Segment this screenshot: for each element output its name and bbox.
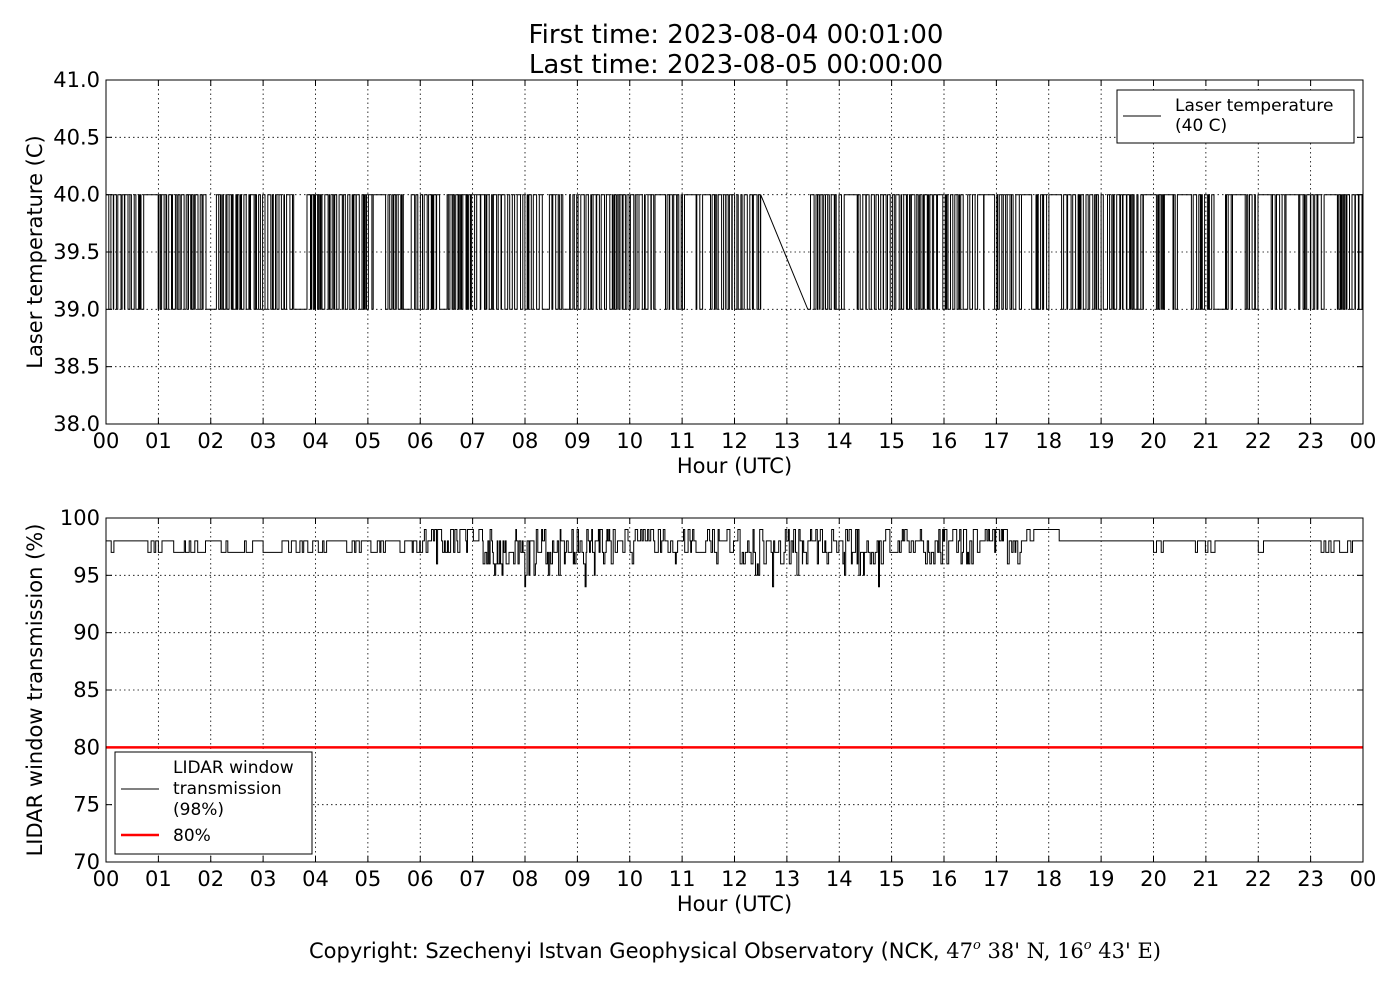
laser-xtick-label: 06 xyxy=(407,429,434,453)
latitude-degrees: 47 xyxy=(946,939,973,963)
lidar-xtick-label: 15 xyxy=(878,867,905,891)
laser-xtick-label: 15 xyxy=(878,429,905,453)
laser-ytick-label: 40.0 xyxy=(53,183,100,207)
laser-xtick-label: 09 xyxy=(564,429,591,453)
laser-ytick-label: 41.0 xyxy=(53,68,100,92)
lidar-ytick-label: 100 xyxy=(60,506,100,530)
copyright-prefix: Copyright: Szechenyi Istvan Geophysical … xyxy=(309,939,946,963)
lidar-transmission-panel: 00 01 02 03 04 05 06 07 08 09 10 11 12 13 14 15 16 17 18 19… xyxy=(23,506,1376,916)
laser-xtick-label: 22 xyxy=(1245,429,1272,453)
lidar-ytick-label: 75 xyxy=(73,793,100,817)
laser-xtick-label: 13 xyxy=(774,429,801,453)
lidar-xlabel: Hour (UTC) xyxy=(677,892,792,916)
latitude-minutes: 38' N, xyxy=(981,939,1057,963)
longitude-minutes: 43' E) xyxy=(1092,939,1161,963)
lidar-xtick-label: 04 xyxy=(302,867,329,891)
laser-legend-label: Laser temperature xyxy=(1175,96,1333,116)
laser-xtick-label: 00 xyxy=(1350,429,1377,453)
lidar-ytick-label: 80 xyxy=(73,735,100,759)
lidar-xtick-label: 19 xyxy=(1088,867,1115,891)
lidar-ylabel: LIDAR window transmission (%) xyxy=(23,524,47,857)
lidar-legend-label-transmission: transmission xyxy=(173,779,282,799)
laser-xtick-label: 10 xyxy=(616,429,643,453)
laser-ytick-label: 40.5 xyxy=(53,125,100,149)
lidar-ytick-label: 85 xyxy=(73,678,100,702)
laser-xtick-label: 19 xyxy=(1088,429,1115,453)
lidar-xtick-label: 22 xyxy=(1245,867,1272,891)
lidar-xtick-label: 05 xyxy=(355,867,382,891)
chart-title-first-time: First time: 2023-08-04 00:01:00 xyxy=(529,20,944,50)
laser-ytick-label: 39.5 xyxy=(53,240,100,264)
lidar-xtick-label: 21 xyxy=(1193,867,1220,891)
laser-xtick-label: 21 xyxy=(1193,429,1220,453)
laser-xtick-label: 12 xyxy=(721,429,748,453)
lidar-xtick-label: 18 xyxy=(1035,867,1062,891)
laser-xtick-label: 11 xyxy=(669,429,696,453)
laser-xtick-label: 20 xyxy=(1140,429,1167,453)
laser-xtick-label: 02 xyxy=(197,429,224,453)
laser-xtick-label: 01 xyxy=(145,429,172,453)
laser-temperature-panel: 00 01 02 03 04 05 06 07 08 09 10 11 12 13 14 15 16 17 18 19… xyxy=(23,68,1376,478)
laser-xlabel: Hour (UTC) xyxy=(677,454,792,478)
lidar-ytick-label: 90 xyxy=(73,621,100,645)
lidar-transmission-series-line xyxy=(106,529,1363,588)
lidar-legend-label-transmission: LIDAR window xyxy=(173,758,294,778)
lidar-xtick-label: 23 xyxy=(1297,867,1324,891)
lidar-xtick-label: 14 xyxy=(826,867,853,891)
lidar-xtick-label: 07 xyxy=(459,867,486,891)
laser-legend: Laser temperature(40 C) xyxy=(1116,89,1355,144)
longitude-degrees: 16 xyxy=(1057,939,1084,963)
chart-title-last-time: Last time: 2023-08-05 00:00:00 xyxy=(529,50,943,80)
laser-xtick-label: 03 xyxy=(250,429,277,453)
lidar-xtick-label: 12 xyxy=(721,867,748,891)
laser-ytick-label: 38.0 xyxy=(53,412,100,436)
longitude-degree-mark: o xyxy=(1084,938,1092,953)
laser-xtick-label: 23 xyxy=(1297,429,1324,453)
lidar-ytick-label: 70 xyxy=(73,850,100,874)
lidar-xtick-label: 01 xyxy=(145,867,172,891)
laser-xtick-label: 18 xyxy=(1035,429,1062,453)
laser-xtick-label: 00 xyxy=(93,429,120,453)
lidar-xtick-label: 20 xyxy=(1140,867,1167,891)
laser-xtick-label: 05 xyxy=(355,429,382,453)
lidar-legend-label-threshold: 80% xyxy=(173,826,211,846)
lidar-xtick-label: 11 xyxy=(669,867,696,891)
lidar-xtick-label: 00 xyxy=(1350,867,1377,891)
copyright-footer: Copyright: Szechenyi Istvan Geophysical … xyxy=(309,938,1161,963)
laser-xtick-label: 04 xyxy=(302,429,329,453)
laser-axes-frame xyxy=(105,79,1364,425)
lidar-axes-frame xyxy=(105,517,1364,863)
lidar-xtick-label: 17 xyxy=(983,867,1010,891)
lidar-xtick-label: 08 xyxy=(512,867,539,891)
lidar-legend-label-transmission: (98%) xyxy=(173,800,224,820)
laser-temperature-series-line xyxy=(106,194,1363,310)
latitude-degree-mark: o xyxy=(973,938,981,953)
laser-ylabel: Laser temperature (C) xyxy=(23,135,47,368)
laser-ytick-label: 38.5 xyxy=(53,355,100,379)
lidar-xtick-label: 16 xyxy=(931,867,958,891)
laser-ytick-label: 39.0 xyxy=(53,297,100,321)
lidar-xtick-label: 13 xyxy=(774,867,801,891)
lidar-xtick-label: 00 xyxy=(93,867,120,891)
laser-xtick-label: 08 xyxy=(512,429,539,453)
laser-xtick-label: 17 xyxy=(983,429,1010,453)
laser-legend-label: (40 C) xyxy=(1175,116,1227,136)
lidar-legend-box xyxy=(114,751,313,855)
lidar-xtick-label: 10 xyxy=(616,867,643,891)
lidar-grid xyxy=(106,518,1363,862)
lidar-xtick-label: 02 xyxy=(197,867,224,891)
laser-xtick-label: 16 xyxy=(931,429,958,453)
laser-xtick-label: 07 xyxy=(459,429,486,453)
laser-xtick-label: 14 xyxy=(826,429,853,453)
lidar-xtick-label: 03 xyxy=(250,867,277,891)
lidar-xtick-label: 06 xyxy=(407,867,434,891)
lidar-xtick-label: 09 xyxy=(564,867,591,891)
lidar-ytick-label: 95 xyxy=(73,563,100,587)
